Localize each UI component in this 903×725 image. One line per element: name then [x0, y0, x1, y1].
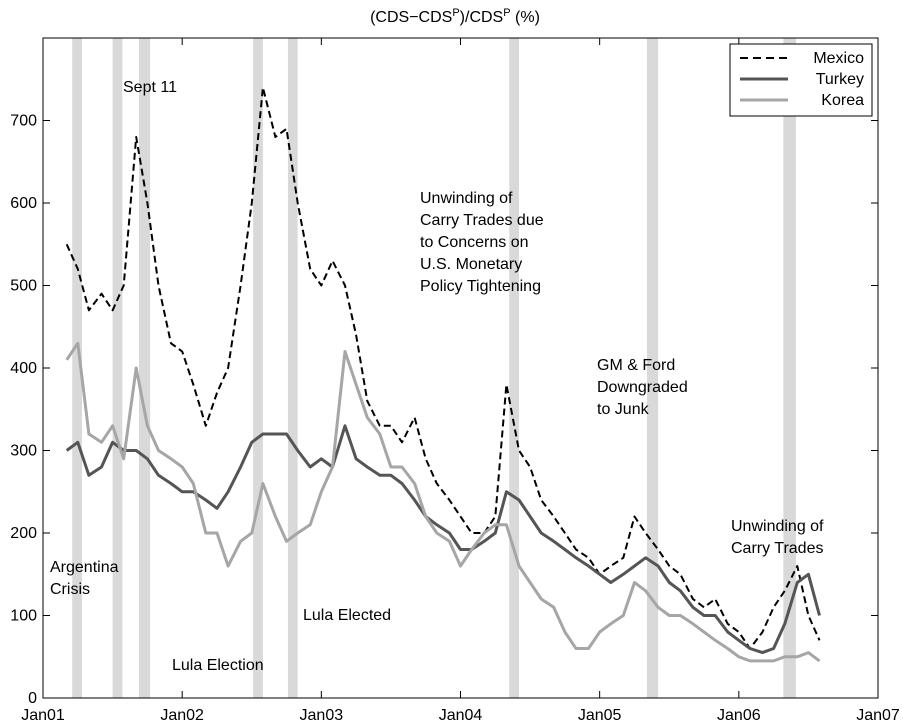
event-band [646, 38, 659, 698]
x-tick-label: Jan02 [160, 707, 204, 724]
legend-label: Mexico [813, 50, 864, 67]
title-part: P [503, 7, 510, 19]
y-tick-label: 200 [10, 525, 37, 542]
y-tick-label: 100 [10, 608, 37, 625]
event-band [253, 38, 263, 698]
legend-label: Korea [821, 92, 864, 109]
annotation: Downgraded [597, 379, 688, 396]
event-band [112, 38, 123, 698]
event-band [509, 38, 519, 698]
series-line [65, 86, 821, 650]
annotation: to Concerns on [420, 234, 529, 251]
annotation: Unwinding of [420, 190, 513, 207]
annotation: Sept 11 [123, 79, 177, 96]
x-tick-label: Jan05 [578, 707, 622, 724]
x-tick-label: Jan03 [300, 707, 344, 724]
plot-frame [42, 37, 879, 699]
y-tick-label: 500 [10, 278, 37, 295]
annotation: Crisis [50, 581, 90, 598]
legend-label: Turkey [816, 71, 864, 88]
annotation: Carry Trades due [420, 212, 544, 229]
event-band [139, 38, 151, 698]
y-tick-label: 400 [10, 360, 37, 377]
x-tick-label: Jan04 [439, 707, 483, 724]
series-line [65, 341, 821, 663]
x-tick-label: Jan01 [21, 707, 65, 724]
title-part: P [452, 7, 459, 19]
y-tick-label: 300 [10, 443, 37, 460]
annotation: Policy Tightening [420, 278, 541, 295]
x-tick-label: Jan06 [717, 707, 761, 724]
y-tick-label: 700 [10, 113, 37, 130]
annotation: Unwinding of [731, 518, 824, 535]
x-tick-label: Jan07 [856, 707, 900, 724]
annotation: Lula Elected [303, 607, 391, 624]
title-part: (%) [511, 9, 540, 26]
series-line [65, 424, 821, 655]
event-band [287, 38, 298, 698]
title-part: )/CDS [460, 9, 504, 26]
chart-title: (CDS−CDSP)/CDSP (%) [370, 7, 540, 26]
title-part: (CDS−CDS [370, 9, 452, 26]
annotation: Carry Trades [731, 540, 823, 557]
annotation: Lula Election [172, 657, 264, 674]
event-band [783, 38, 796, 698]
event-band [72, 38, 82, 698]
annotation: U.S. Monetary [420, 256, 522, 273]
annotation: to Junk [597, 401, 650, 418]
annotation: Argentina [50, 559, 119, 576]
y-tick-label: 600 [10, 195, 37, 212]
annotation: GM & Ford [597, 357, 675, 374]
y-tick-label: 0 [28, 690, 37, 707]
